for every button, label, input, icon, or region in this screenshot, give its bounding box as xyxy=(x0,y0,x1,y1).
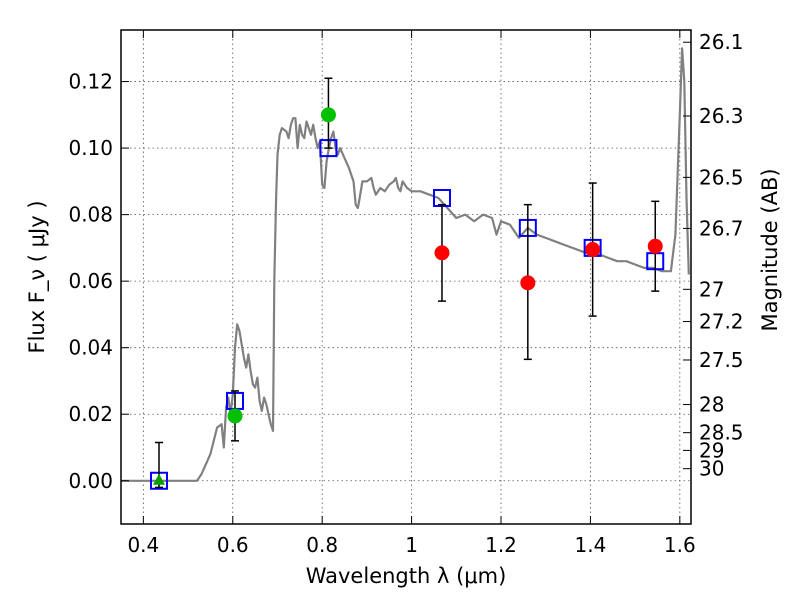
grid xyxy=(121,30,691,524)
y2-tick-label: 26.5 xyxy=(699,165,744,189)
x-tick-label: 1.2 xyxy=(485,533,517,557)
observed-flux-point xyxy=(320,107,336,123)
y2-axis-label: Magnitude (AB) xyxy=(758,168,782,331)
y-tick-label: 0.12 xyxy=(68,70,113,94)
observed-flux-point xyxy=(585,242,601,258)
x-tick-label: 0.4 xyxy=(127,533,159,557)
x-tick-label: 0.6 xyxy=(217,533,249,557)
x-tick-label: 1 xyxy=(405,533,418,557)
y-axis-label: Flux F_ν ( μJy ) xyxy=(25,200,50,353)
x-tick-label: 1.4 xyxy=(575,533,607,557)
observed-flux-point xyxy=(434,245,450,261)
series-layer xyxy=(121,47,690,490)
y-tick-label: 0.04 xyxy=(68,336,113,360)
x-axis-label: Wavelength λ (μm) xyxy=(306,564,507,588)
y-tick-label: 0.00 xyxy=(68,469,113,493)
y2-tick-label: 26.7 xyxy=(699,216,744,240)
upper-limit-triangle xyxy=(153,473,165,485)
x-tick-label: 1.6 xyxy=(664,533,696,557)
x-tick-label: 0.8 xyxy=(306,533,338,557)
y2-tick-label: 28.5 xyxy=(699,421,744,445)
y-tick-label: 0.10 xyxy=(68,136,113,160)
y2-tick-label: 27 xyxy=(699,277,724,301)
y2-tick-label: 30 xyxy=(699,457,724,481)
model-spectrum-line xyxy=(121,47,690,482)
observed-flux-point xyxy=(647,238,663,254)
y-tick-label: 0.02 xyxy=(68,402,113,426)
y2-tick-label: 26.1 xyxy=(699,30,744,54)
plot-frame xyxy=(120,29,692,525)
y2-tick-label: 27.2 xyxy=(699,310,744,334)
y2-tick-label: 27.5 xyxy=(699,348,744,372)
y-tick-label: 0.08 xyxy=(68,203,113,227)
y-tick-label: 0.06 xyxy=(68,269,113,293)
y2-tick-label: 26.3 xyxy=(699,104,744,128)
y2-tick-label: 29 xyxy=(699,438,724,462)
observed-flux-point xyxy=(227,408,243,424)
observed-flux-point xyxy=(520,275,536,291)
ticks: 0.4 0.6 0.8 1 1.2 1.4 1.6 0.00 0.02 0.04 0.06 0.08 0… xyxy=(68,30,744,557)
y2-tick-label: 28 xyxy=(699,393,724,417)
